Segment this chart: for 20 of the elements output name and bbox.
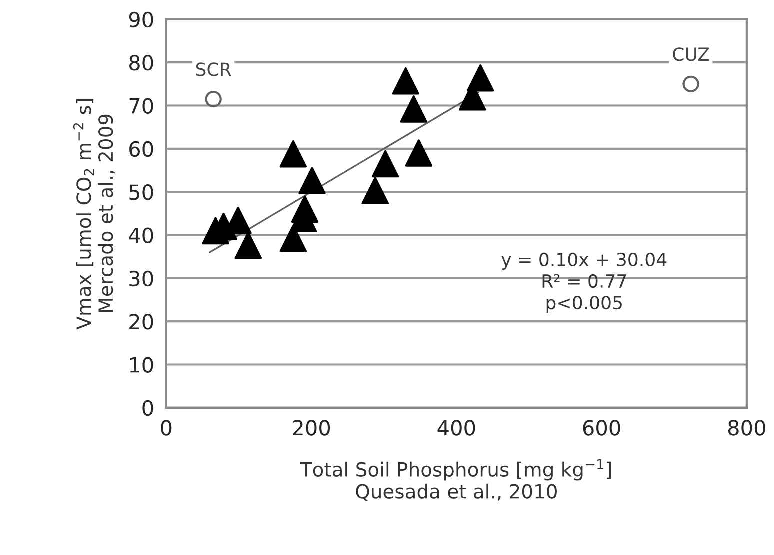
text: Total Soil Phosphorus [mg kg$^{−1}$] Quesada et al., 2010 bbox=[300, 459, 612, 502]
x-tick-label: 400 bbox=[438, 420, 476, 436]
x-tick-label: 800 bbox=[728, 420, 766, 436]
y-tick-label: 40 bbox=[129, 228, 154, 244]
y-tick-label: 70 bbox=[130, 98, 154, 114]
annotation: SCR bbox=[196, 62, 232, 76]
x-tick-label: 200 bbox=[293, 420, 330, 436]
y-tick-label: 60 bbox=[130, 141, 154, 158]
x-tick-label: 0 bbox=[161, 420, 172, 436]
y-tick-label: 50 bbox=[130, 184, 154, 200]
y-tick-label: 90 bbox=[129, 12, 154, 28]
y-tick-label: 20 bbox=[130, 314, 154, 330]
y-tick-label: 10 bbox=[130, 357, 154, 373]
y-tick-label: 80 bbox=[130, 55, 154, 71]
y-tick-label: 0 bbox=[142, 400, 154, 416]
y-tick-label: 30 bbox=[130, 270, 154, 287]
x-tick-label: 600 bbox=[583, 420, 620, 436]
y-axis-title: Vmax [umol CO$_{2}$ m$^{−2}$ s] Mercado et al., 2009 bbox=[73, 99, 116, 330]
annotation: y = 0.10x + 30.04 R² = 0.77 p<0.005 bbox=[502, 252, 667, 314]
annotation: CUZ bbox=[673, 48, 710, 62]
